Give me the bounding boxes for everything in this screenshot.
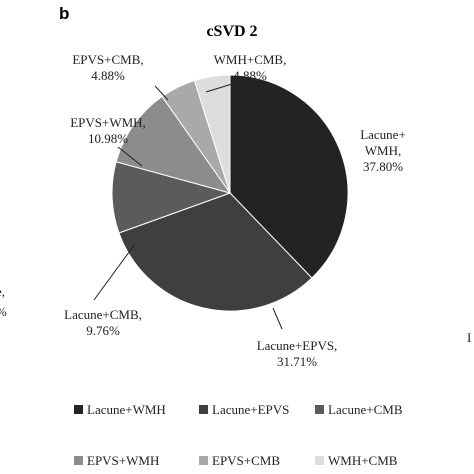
legend-label-lacune-epvs: Lacune+EPVS	[212, 402, 289, 417]
chart-title: cSVD 2	[206, 23, 257, 40]
slice-label-lacune-cmb: Lacune+CMB, 9.76%	[64, 307, 142, 338]
legend-swatch-lacune-cmb	[315, 405, 324, 414]
leader-line-lacune-epvs	[272, 307, 283, 330]
slice-label-epvs-cmb: EPVS+CMB, 4.88%	[72, 52, 143, 83]
pie-slice-epvs-wmh	[115, 95, 232, 194]
legend-swatch-lacune-wmh	[74, 405, 83, 414]
legend-label-lacune-cmb: Lacune+CMB	[328, 402, 403, 417]
legend-label-wmh-cmb: WMH+CMB	[328, 453, 398, 468]
legend-swatch-epvs-wmh	[74, 456, 83, 465]
pie-slice-lacune-wmh	[229, 74, 349, 279]
slice-label-wmh-cmb: WMH+CMB, 4.88%	[214, 52, 287, 83]
legend-label-epvs-wmh: EPVS+WMH	[87, 453, 159, 468]
panel-letter: b	[59, 4, 69, 23]
leader-line-epvs-wmh	[117, 146, 143, 167]
legend-swatch-epvs-cmb	[199, 456, 208, 465]
left-edge-fragment-1: e,	[0, 284, 5, 299]
legend-swatch-wmh-cmb	[315, 456, 324, 465]
pie-slices	[111, 74, 349, 312]
pie-slice-lacune-epvs	[118, 192, 313, 312]
leader-lines	[93, 83, 283, 330]
legend-swatch-lacune-epvs	[199, 405, 208, 414]
slice-label-epvs-wmh: EPVS+WMH, 10.98%	[70, 115, 146, 146]
right-edge-fragment: I	[467, 330, 471, 345]
legend: Lacune+WMH Lacune+EPVS Lacune+CMB EPVS+WMH E…	[74, 402, 403, 468]
slice-labels: Lacune+ WMH, 37.80% Lacune+EPVS, 31.71% Lacun…	[64, 52, 406, 369]
legend-label-lacune-wmh: Lacune+WMH	[87, 402, 166, 417]
leader-line-lacune-cmb	[93, 243, 136, 301]
slice-label-lacune-epvs: Lacune+EPVS, 31.71%	[257, 338, 338, 369]
slice-label-lacune-wmh: Lacune+ WMH, 37.80%	[360, 127, 406, 174]
pie-slice-wmh-cmb	[193, 74, 231, 194]
left-edge-fragment-2: %	[0, 304, 7, 319]
leader-line-epvs-cmb	[154, 85, 169, 101]
leader-line-wmh-cmb	[205, 83, 233, 93]
legend-label-epvs-cmb: EPVS+CMB	[212, 453, 280, 468]
